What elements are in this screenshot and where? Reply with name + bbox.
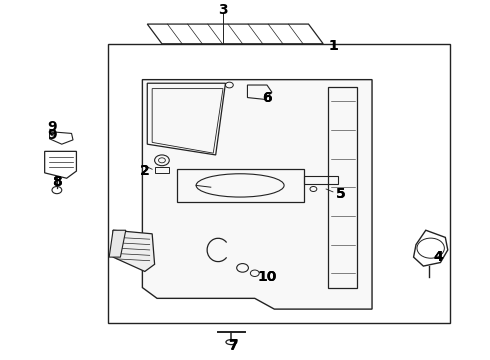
Text: 8: 8: [52, 175, 62, 189]
Text: 7: 7: [228, 338, 238, 352]
Text: 10: 10: [257, 270, 277, 284]
Text: 3: 3: [218, 3, 228, 17]
Text: 6: 6: [262, 91, 272, 104]
Text: 2: 2: [140, 164, 150, 178]
Text: 9: 9: [47, 128, 57, 142]
Text: 1: 1: [328, 39, 338, 53]
Text: 1: 1: [328, 39, 338, 53]
Text: 4: 4: [433, 250, 443, 264]
Text: 4: 4: [433, 250, 443, 264]
Text: 10: 10: [257, 270, 277, 284]
Bar: [108, 44, 450, 323]
Polygon shape: [113, 230, 155, 271]
Text: 2: 2: [140, 164, 150, 178]
Text: 5: 5: [335, 187, 345, 201]
Text: 6: 6: [262, 91, 272, 104]
Polygon shape: [143, 80, 372, 309]
Text: 8: 8: [52, 175, 62, 189]
Bar: [304, 176, 338, 184]
Text: 7: 7: [228, 339, 238, 353]
Polygon shape: [109, 230, 126, 257]
Text: 9: 9: [47, 120, 57, 134]
Text: 5: 5: [335, 187, 345, 201]
